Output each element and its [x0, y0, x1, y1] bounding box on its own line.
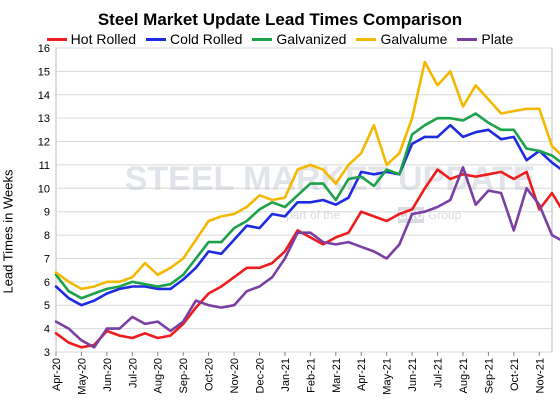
y-tick-label: 16 [38, 43, 50, 55]
legend-label: Galvalume [380, 31, 448, 47]
x-tick-label: Aug-21 [458, 358, 470, 393]
x-tick-label: Mar-21 [331, 358, 343, 393]
x-tick-label: Nov-21 [534, 358, 546, 393]
watermark-sub-left: part of the [286, 208, 340, 222]
series-line-hot-rolled [54, 168, 560, 349]
plot-area [55, 47, 553, 353]
y-tick-label: 9 [44, 207, 50, 219]
y-tick-label: 4 [44, 324, 50, 336]
chart-title: Steel Market Update Lead Times Compariso… [97, 10, 463, 29]
x-tick-label: Dec-20 [254, 358, 266, 393]
x-tick-label: Jul-20 [127, 358, 139, 388]
y-tick-label: 14 [38, 90, 50, 102]
x-tick-label: Sep-21 [483, 358, 495, 393]
y-tick-label: 12 [38, 137, 50, 149]
x-tick-label: Aug-20 [153, 358, 165, 393]
y-tick-label: 6 [44, 277, 50, 289]
legend-item-hot-rolled: Hot Rolled [46, 31, 137, 47]
y-tick-label: 5 [44, 300, 50, 312]
watermark-sub-right: Group [428, 208, 462, 222]
x-tick-label: Feb-21 [305, 358, 317, 393]
x-tick-label: Jun-20 [102, 358, 114, 392]
legend-label: Cold Rolled [170, 31, 243, 47]
legend-item-cold-rolled: Cold Rolled [146, 31, 242, 47]
legend-label: Galvanized [276, 31, 347, 47]
x-tick-label: May-21 [382, 358, 394, 395]
legend-label: Plate [481, 31, 514, 47]
legend-item-galvanized: Galvanized [252, 31, 346, 47]
x-tick-label: Apr-21 [356, 358, 368, 391]
y-tick-label: 11 [39, 160, 50, 172]
y-tick-label: 8 [44, 230, 50, 242]
x-tick-label: Jan-21 [280, 358, 292, 392]
x-tick-label: Oct-20 [204, 358, 216, 391]
x-tick-label: Jul-21 [433, 358, 445, 388]
legend-swatch [146, 37, 167, 41]
y-tick-label: 13 [38, 113, 50, 125]
legend-swatch [457, 37, 478, 41]
x-tick-label: May-20 [76, 358, 88, 395]
x-tick-label: Jun-21 [407, 358, 419, 392]
y-tick-label: 10 [38, 183, 50, 195]
series-line-galvanized [54, 112, 560, 300]
series-line-plate [54, 166, 560, 349]
legend-item-galvalume: Galvalume [356, 31, 447, 47]
series-line-galvalume [54, 60, 560, 291]
series-line-cold-rolled [54, 123, 560, 307]
x-tick-label: Nov-20 [229, 358, 241, 393]
legend-swatch [252, 37, 273, 41]
x-tick-label: Apr-20 [51, 358, 63, 391]
y-tick-label: 3 [44, 347, 50, 359]
legend: Hot Rolled Cold Rolled Galvanized Galvalume… [0, 31, 560, 47]
y-tick-label: 7 [44, 253, 50, 265]
x-tick-label: Oct-21 [509, 358, 521, 391]
legend-item-plate: Plate [457, 31, 513, 47]
legend-label: Hot Rolled [70, 31, 137, 47]
x-tick-label: Sep-20 [178, 358, 190, 393]
y-tick-label: 15 [38, 66, 50, 78]
legend-swatch [46, 37, 67, 41]
legend-swatch [356, 37, 377, 41]
